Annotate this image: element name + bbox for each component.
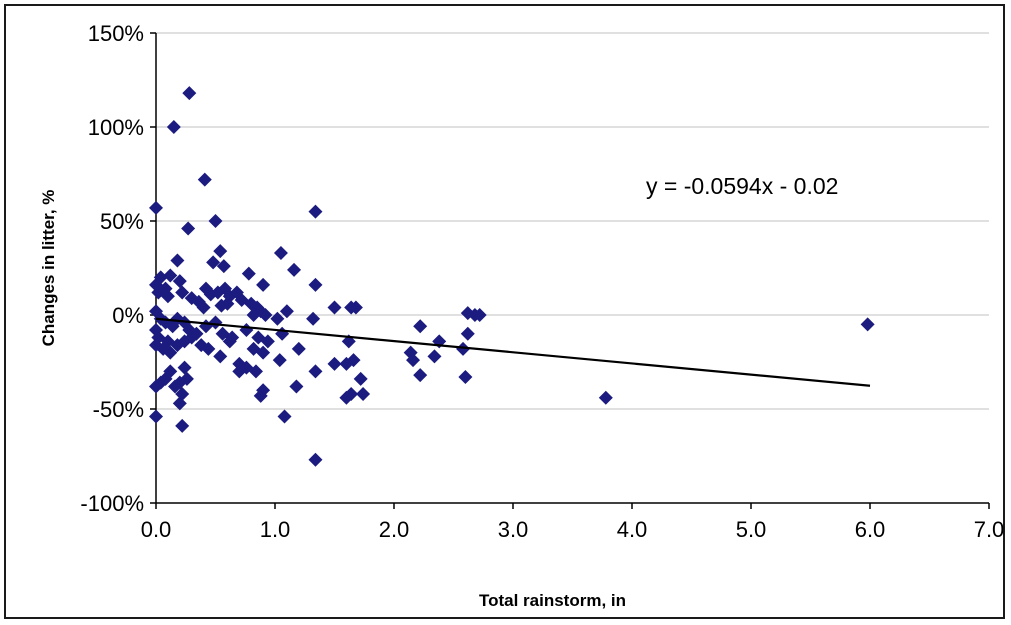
data-point bbox=[279, 304, 294, 319]
data-point bbox=[456, 341, 471, 356]
data-point bbox=[216, 259, 231, 274]
data-point bbox=[149, 409, 163, 424]
data-point bbox=[177, 360, 192, 375]
data-point bbox=[273, 245, 288, 260]
data-point bbox=[258, 308, 273, 322]
data-point bbox=[163, 364, 178, 379]
data-point bbox=[327, 356, 342, 371]
data-point bbox=[241, 266, 256, 281]
data-point bbox=[339, 390, 354, 405]
data-point bbox=[356, 386, 371, 401]
data-point bbox=[172, 274, 187, 289]
data-point bbox=[175, 386, 190, 401]
data-point bbox=[598, 390, 613, 405]
data-point bbox=[287, 262, 302, 277]
data-point bbox=[270, 311, 285, 326]
data-point bbox=[860, 317, 875, 332]
data-point bbox=[306, 311, 321, 326]
y-tick-label: -50% bbox=[93, 397, 144, 422]
data-point bbox=[208, 315, 223, 330]
scatter-chart: -100% -50% 0% 50% 100% 150% 0.0 1.0 2.0 3.0 4.0 5.… bbox=[39, 21, 1005, 610]
x-tick-label: 5.0 bbox=[736, 517, 767, 542]
x-axis-title: Total rainstorm, in bbox=[479, 591, 626, 610]
data-point bbox=[163, 345, 178, 360]
data-point bbox=[232, 364, 247, 379]
data-point bbox=[308, 204, 323, 219]
data-point bbox=[308, 364, 323, 379]
trendline bbox=[155, 317, 871, 387]
data-point bbox=[170, 253, 185, 268]
data-point bbox=[353, 371, 368, 386]
y-tick-label: 100% bbox=[88, 115, 144, 140]
data-point bbox=[184, 330, 199, 345]
data-point bbox=[153, 375, 168, 390]
data-point bbox=[413, 368, 428, 383]
x-tick-label: 6.0 bbox=[855, 517, 886, 542]
data-point bbox=[256, 345, 271, 360]
data-point bbox=[248, 364, 263, 379]
y-axis-ticks: -100% -50% 0% 50% 100% 150% bbox=[80, 21, 156, 516]
data-point bbox=[246, 341, 261, 356]
data-point bbox=[458, 370, 473, 385]
data-point bbox=[413, 319, 428, 334]
data-point bbox=[308, 452, 323, 467]
x-tick-label: 2.0 bbox=[379, 517, 410, 542]
y-tick-label: 50% bbox=[100, 209, 144, 234]
x-axis-ticks: 0.0 1.0 2.0 3.0 4.0 5.0 6.0 7.0 bbox=[141, 503, 1005, 542]
data-point bbox=[179, 371, 194, 386]
data-point bbox=[277, 409, 292, 424]
y-tick-label: -100% bbox=[80, 491, 144, 516]
data-point bbox=[427, 349, 442, 364]
data-point bbox=[256, 277, 271, 292]
data-point bbox=[175, 285, 190, 300]
trendline-equation-label: y = -0.0594x - 0.02 bbox=[646, 173, 838, 199]
x-tick-label: 4.0 bbox=[617, 517, 648, 542]
x-tick-label: 7.0 bbox=[974, 517, 1005, 542]
data-point bbox=[197, 172, 212, 187]
data-point bbox=[460, 326, 475, 341]
data-point bbox=[291, 341, 306, 356]
data-point bbox=[246, 308, 261, 322]
y-axis-title: Changes in litter, % bbox=[39, 190, 58, 347]
data-point bbox=[308, 277, 323, 292]
data-point bbox=[149, 200, 163, 215]
data-point bbox=[163, 268, 178, 283]
chart-frame: -100% -50% 0% 50% 100% 150% 0.0 1.0 2.0 3.0 4.0 5.… bbox=[4, 4, 1005, 619]
x-tick-label: 0.0 bbox=[141, 517, 172, 542]
data-points bbox=[149, 86, 875, 467]
data-point bbox=[182, 86, 197, 101]
data-point bbox=[260, 334, 275, 349]
data-point bbox=[289, 379, 304, 394]
data-point bbox=[172, 396, 187, 411]
data-point bbox=[272, 353, 287, 368]
data-point bbox=[214, 298, 229, 313]
data-point bbox=[222, 334, 237, 349]
data-point bbox=[253, 388, 268, 403]
data-point bbox=[213, 244, 228, 259]
data-point bbox=[201, 341, 216, 356]
data-point bbox=[181, 221, 196, 236]
data-point bbox=[166, 120, 181, 134]
data-point bbox=[175, 418, 190, 433]
data-point bbox=[244, 296, 259, 311]
y-tick-label: 150% bbox=[88, 21, 144, 46]
data-point bbox=[213, 349, 228, 364]
data-point bbox=[346, 353, 361, 368]
x-tick-label: 1.0 bbox=[260, 517, 291, 542]
x-tick-label: 3.0 bbox=[498, 517, 529, 542]
data-point bbox=[208, 214, 223, 228]
data-point bbox=[196, 300, 211, 315]
data-point bbox=[327, 300, 342, 315]
data-point bbox=[472, 308, 487, 322]
data-point bbox=[348, 300, 363, 315]
data-point bbox=[406, 353, 421, 368]
gridlines bbox=[156, 32, 989, 410]
plot-area bbox=[156, 33, 989, 503]
y-tick-label: 0% bbox=[112, 303, 144, 328]
data-point bbox=[160, 289, 175, 304]
